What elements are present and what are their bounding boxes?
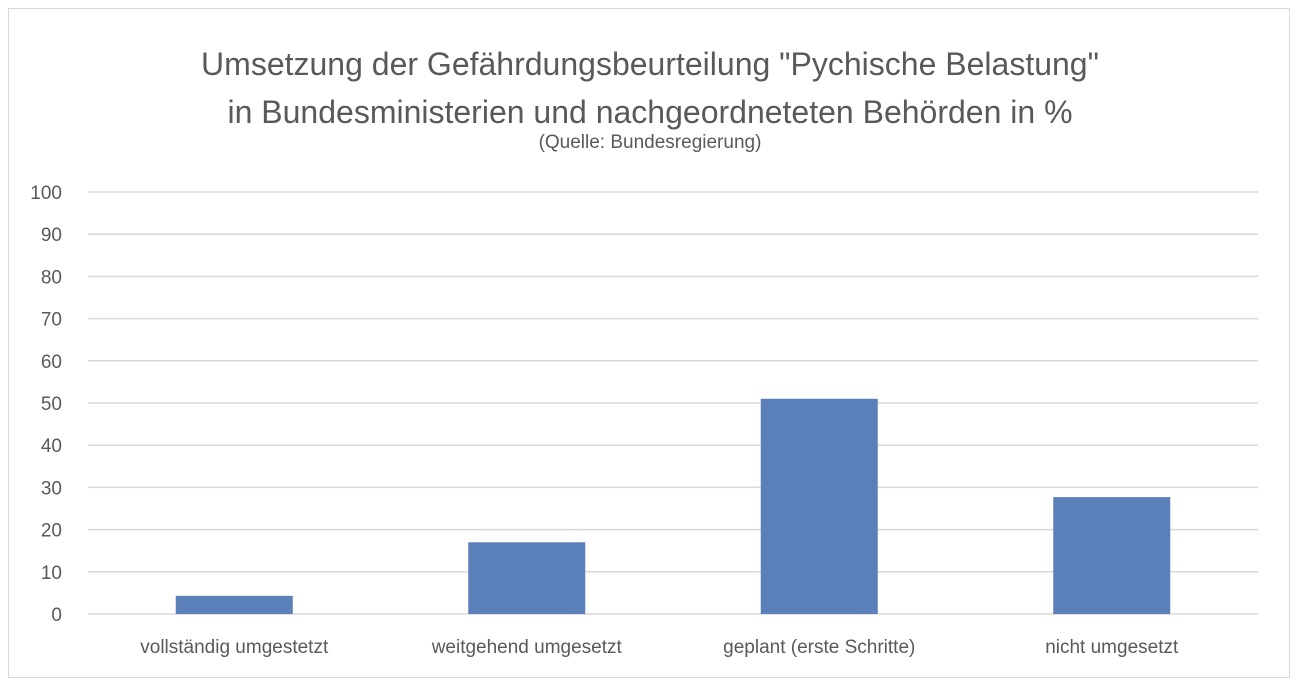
bars <box>175 398 1171 614</box>
y-tick-label: 50 <box>41 394 62 415</box>
y-tick-label: 0 <box>51 605 62 626</box>
bar-4 <box>1053 497 1171 614</box>
bar-1 <box>175 595 293 614</box>
chart-title: Umsetzung der Gefährdungsbeurteilung "Py… <box>201 46 1099 130</box>
y-tick-label: 10 <box>41 563 62 584</box>
y-tick-label: 80 <box>41 267 62 288</box>
x-category-label: nicht umgesetzt <box>1045 637 1179 658</box>
x-category-label: weitgehend umgesetzt <box>431 637 623 658</box>
x-category-label: vollständig umgestetzt <box>140 637 329 658</box>
x-category-label: geplant (erste Schritte) <box>723 637 915 658</box>
y-tick-label: 20 <box>41 521 62 542</box>
bar-2 <box>468 542 586 614</box>
y-tick-label: 60 <box>41 352 62 373</box>
y-tick-label: 90 <box>41 225 62 246</box>
y-tick-label: 70 <box>41 310 62 331</box>
chart-subtitle: (Quelle: Bundesregierung) <box>538 132 762 153</box>
y-tick-label: 100 <box>30 183 62 204</box>
y-tick-label: 40 <box>41 436 62 457</box>
bar-3 <box>760 398 878 614</box>
y-axis-ticks: 0 10 20 30 40 50 60 70 80 90 100 <box>30 183 62 626</box>
y-tick-label: 30 <box>41 478 62 499</box>
x-axis-categories: vollständig umgestetzt weitgehend umgeset… <box>140 637 1179 658</box>
